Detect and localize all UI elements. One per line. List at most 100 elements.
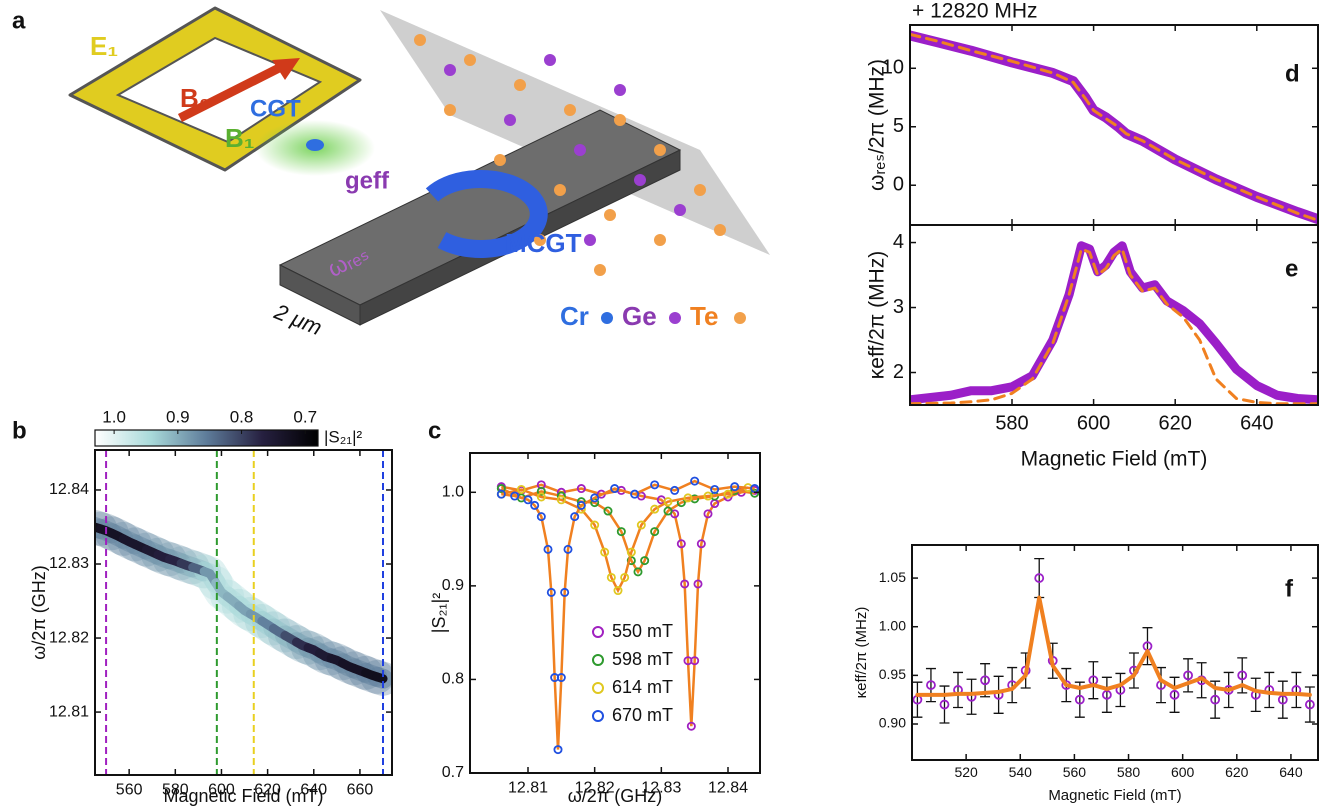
data-point <box>926 680 936 690</box>
x-tick-label: 580 <box>1117 764 1141 780</box>
x-tick-label: 12.81 <box>508 779 548 796</box>
y-tick-label: 12.81 <box>49 703 89 720</box>
x-tick-label: 620 <box>1159 412 1192 434</box>
y-axis-label: κeff/2π (MHz) <box>866 251 889 379</box>
data-point <box>703 509 713 519</box>
data-point <box>496 484 506 494</box>
resonance-band <box>372 672 388 684</box>
data-point <box>613 586 623 596</box>
y-tick-label: 12.83 <box>49 555 89 572</box>
error-bar <box>1088 661 1099 700</box>
error-bar <box>1277 680 1288 719</box>
label-cgt: CGT <box>250 95 301 122</box>
illustration: a E₁ B₀ CGT B₁ geff ωᵣₑₛ 2 μm MCGT Cr Ge… <box>12 6 770 340</box>
colorbar-label: |S₂₁|² <box>324 427 363 446</box>
panel-label: e <box>1285 255 1298 282</box>
colorbar-tick-label: 0.8 <box>230 407 254 426</box>
data-point <box>640 556 650 566</box>
sample <box>306 139 324 151</box>
fit-line <box>910 32 1318 222</box>
y-tick-label: 1.0 <box>442 484 464 501</box>
x-tick-label: 640 <box>1240 412 1273 434</box>
error-bar <box>1156 666 1167 704</box>
y-tick-label: 12.84 <box>49 481 89 498</box>
data-point <box>1210 694 1221 705</box>
chart: 1.0 0.9 0.8 0.7 |S₂₁|² 560 580 600 620 640 660 12.8… <box>12 407 393 806</box>
data-point <box>496 489 506 499</box>
data-point <box>693 579 703 589</box>
legend-marker <box>592 710 604 722</box>
y-tick-label: 0.9 <box>442 577 464 594</box>
data-point <box>723 489 733 499</box>
data-point <box>670 485 680 495</box>
data-point <box>686 721 696 731</box>
data-point <box>633 567 643 577</box>
data-point <box>703 491 713 501</box>
error-bar <box>1264 671 1275 709</box>
error-bar <box>993 675 1004 714</box>
y-axis-label: ωᵣₑₛ/2π (MHz) <box>866 59 889 191</box>
x-tick-label: 580 <box>995 412 1028 434</box>
colorbar <box>94 429 319 447</box>
y-tick-label: 0 <box>893 174 904 196</box>
data-point <box>600 547 610 557</box>
fit-line <box>910 247 1318 405</box>
data-point <box>710 484 720 494</box>
legend-marker <box>592 682 604 694</box>
y-tick-label: 0.8 <box>442 671 464 688</box>
x-axis-label: Magnetic Field (mT) <box>163 786 323 806</box>
data-point <box>1304 699 1315 710</box>
y-tick-label: 2 <box>893 361 904 383</box>
error-bar <box>1183 658 1194 693</box>
label-e1: E₁ <box>90 31 118 61</box>
panel-label: c <box>428 417 441 444</box>
x-tick-label: 640 <box>1279 764 1303 780</box>
data-point <box>676 539 686 549</box>
legend-te: Te <box>690 301 718 331</box>
y-tick-label: 1.00 <box>879 617 906 633</box>
x-tick-label: 560 <box>116 781 143 798</box>
data-point <box>1237 670 1248 681</box>
y-tick-label: 0.95 <box>879 666 906 682</box>
error-bar <box>1142 627 1153 666</box>
panel-label: b <box>12 417 27 444</box>
data-point <box>1183 670 1193 681</box>
data-point <box>620 572 630 582</box>
legend-cr: Cr <box>560 301 589 331</box>
y-tick-label: 0.90 <box>879 715 906 731</box>
y-axis-label: κeff/2π (MHz) <box>853 607 870 699</box>
data-point <box>530 500 540 510</box>
data-point <box>650 504 660 514</box>
data-point <box>1034 573 1045 583</box>
y-tick-label: 1.05 <box>879 569 906 585</box>
data-point <box>663 497 673 507</box>
data-point <box>543 544 553 554</box>
chart: 520 540 560 580 600 620 640 0.90 0.95 1.00 1.05 Mag… <box>853 544 1319 804</box>
data-point <box>553 745 563 755</box>
plot-area <box>95 450 392 775</box>
data-point <box>683 493 693 503</box>
data-point <box>536 492 546 502</box>
data-point <box>563 544 573 554</box>
x-tick-label: 600 <box>1171 764 1195 780</box>
data-point <box>626 547 636 557</box>
fit-line <box>501 483 755 727</box>
data-point <box>630 489 640 499</box>
error-bar <box>1128 652 1139 689</box>
data-point <box>650 527 660 537</box>
data-point <box>1074 694 1085 705</box>
data-point <box>696 539 706 549</box>
plot-area <box>496 476 760 755</box>
magnon-ring <box>425 169 548 258</box>
chart: 580 600 620 640 2 3 4 Magnetic Field (mT) κeff/2… <box>866 224 1319 471</box>
x-tick-label: 580 <box>162 781 189 798</box>
atom-icon <box>601 312 613 324</box>
axes-frame <box>94 449 393 776</box>
plot-area <box>910 30 1318 225</box>
data-point <box>680 579 690 589</box>
x-tick-label: 12.82 <box>575 779 615 796</box>
label-scale: 2 μm <box>270 298 325 340</box>
legend-ge: Ge <box>622 301 657 331</box>
legend-marker <box>592 626 604 638</box>
